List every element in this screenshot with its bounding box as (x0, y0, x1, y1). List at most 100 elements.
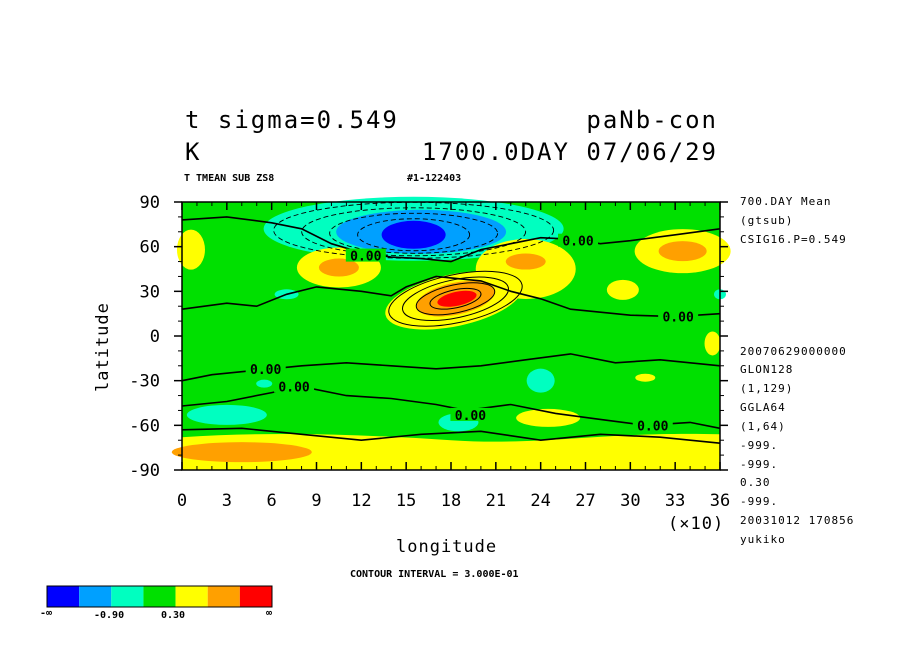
contour-label-bg (345, 248, 386, 262)
contour-label: 0.00 (662, 311, 693, 326)
side-info-gla: GGLA64 (740, 401, 786, 414)
colorbar-swatch (111, 586, 144, 607)
y-tick-label: 60 (140, 238, 160, 258)
contour-label: 0.00 (250, 363, 281, 378)
side-info-user: yukiko (740, 533, 786, 546)
side-info-source: (gtsub) (740, 214, 794, 227)
warm-spot-east (704, 331, 721, 356)
x-tick-label: 30 (620, 491, 640, 511)
run-name: paNb-con (586, 106, 718, 134)
contour-south-warm (181, 427, 721, 444)
colorbar-swatch (143, 586, 176, 607)
contour-labels: 0.00 0.00 0.00 0.00 0.00 0.00 0.00 (245, 233, 699, 434)
x-tick-label: 12 (351, 491, 371, 511)
contour-label-bg (245, 361, 286, 375)
contour-label-bg (632, 418, 673, 432)
side-info-level: CSIG16.P=0.549 (740, 233, 847, 246)
y-tick-label: 0 (150, 327, 160, 347)
x-tick-label: 27 (575, 491, 595, 511)
zero-contour-mid (181, 275, 721, 318)
units-label: K (185, 138, 202, 166)
positive-contour (415, 282, 496, 316)
side-info-lon-range: (1,129) (740, 382, 794, 395)
side-info-lat-range: (1,64) (740, 420, 786, 433)
colorbar (46, 585, 273, 608)
contour-interval-note: CONTOUR INTERVAL = 3.000E-01 (350, 569, 519, 580)
cold-spot-small (256, 379, 273, 388)
colorbar-frame (46, 585, 273, 608)
cold-core-north (381, 220, 446, 249)
warm-cell-2-core (505, 253, 546, 270)
colorbar-label-pos: 0.30 (161, 610, 186, 621)
colorbar-label-max: ∞ (266, 608, 273, 619)
x-tick-label: 21 (486, 491, 506, 511)
colorbar-swatch (239, 586, 272, 607)
x-tick-label: 0 (177, 491, 187, 511)
y-tick-label: -30 (129, 372, 160, 392)
zero-contour-north (181, 216, 721, 263)
warm-cell-4 (606, 279, 639, 300)
negative-contour (301, 207, 527, 257)
colorbar-swatch (175, 586, 208, 607)
contour-label: 0.00 (350, 250, 381, 265)
x-axis-label: longitude (396, 537, 498, 557)
side-info-interval: 0.30 (740, 476, 771, 489)
x-tick-label: 36 (710, 491, 730, 511)
side-info-mean: 700.DAY Mean (740, 195, 832, 208)
contour-label-bg (658, 309, 699, 323)
colorbar-swatch (207, 586, 240, 607)
x-tick-label: 3 (222, 491, 232, 511)
side-info-missing-2: -999. (740, 458, 779, 471)
side-info-missing-3: -999. (740, 495, 779, 508)
warm-spot-se (635, 373, 656, 382)
contour-label: 0.00 (562, 235, 593, 250)
cold-spot-sw (186, 404, 267, 425)
side-info-glon: GLON128 (740, 363, 794, 376)
y-tick-label: 30 (140, 282, 160, 302)
subtitle-right: #1-122403 (407, 173, 462, 184)
x-tick-label: 24 (530, 491, 550, 511)
warm-band-south-core (171, 442, 312, 463)
contour-label-bg (558, 233, 599, 247)
x-tick-label: 15 (396, 491, 416, 511)
y-tick-label: -90 (129, 461, 160, 481)
colorbar-swatch (79, 586, 112, 607)
side-info-created: 20031012 170856 (740, 514, 855, 527)
x-tick-label: 18 (441, 491, 461, 511)
contour-fills (171, 196, 731, 470)
contour-label-bg (274, 379, 315, 393)
subtitle-left: T TMEAN SUB ZS8 (184, 173, 275, 184)
side-info-date: 20070629000000 (740, 345, 847, 358)
time-stamp: 1700.0DAY 07/06/29 (421, 138, 718, 166)
x-multiplier-label: (×10) (668, 514, 725, 534)
x-tick-label: 33 (665, 491, 685, 511)
x-tick-label: 9 (311, 491, 321, 511)
contour-label: 0.00 (455, 409, 486, 424)
negative-contour (329, 212, 499, 254)
side-info-missing-1: -999. (740, 439, 779, 452)
warm-spot-s (516, 408, 581, 427)
negative-contour (357, 218, 471, 252)
contour-label-bg (450, 407, 491, 421)
y-tick-label: -60 (129, 416, 160, 436)
cold-spot-mid (526, 368, 555, 393)
warm-band-south (182, 433, 720, 470)
contour-label: 0.00 (637, 419, 668, 434)
positive-contour (402, 276, 509, 321)
warm-cell-3-core (658, 241, 707, 262)
colorbar-label-neg: -0.90 (94, 610, 125, 621)
contour-label: 0.00 (278, 381, 309, 396)
x-tick-label: 6 (267, 491, 277, 511)
positive-contour (388, 270, 523, 327)
warm-cell-west (176, 229, 205, 270)
colorbar-label-min: -∞ (40, 608, 53, 619)
y-tick-label: 90 (140, 193, 160, 213)
variable-title: t sigma=0.549 (185, 106, 399, 134)
warm-max-core (437, 290, 477, 307)
warm-cell-1-core (318, 258, 359, 277)
colorbar-swatch (47, 586, 80, 607)
positive-contour (429, 287, 482, 310)
y-axis-label: latitude (93, 302, 113, 392)
